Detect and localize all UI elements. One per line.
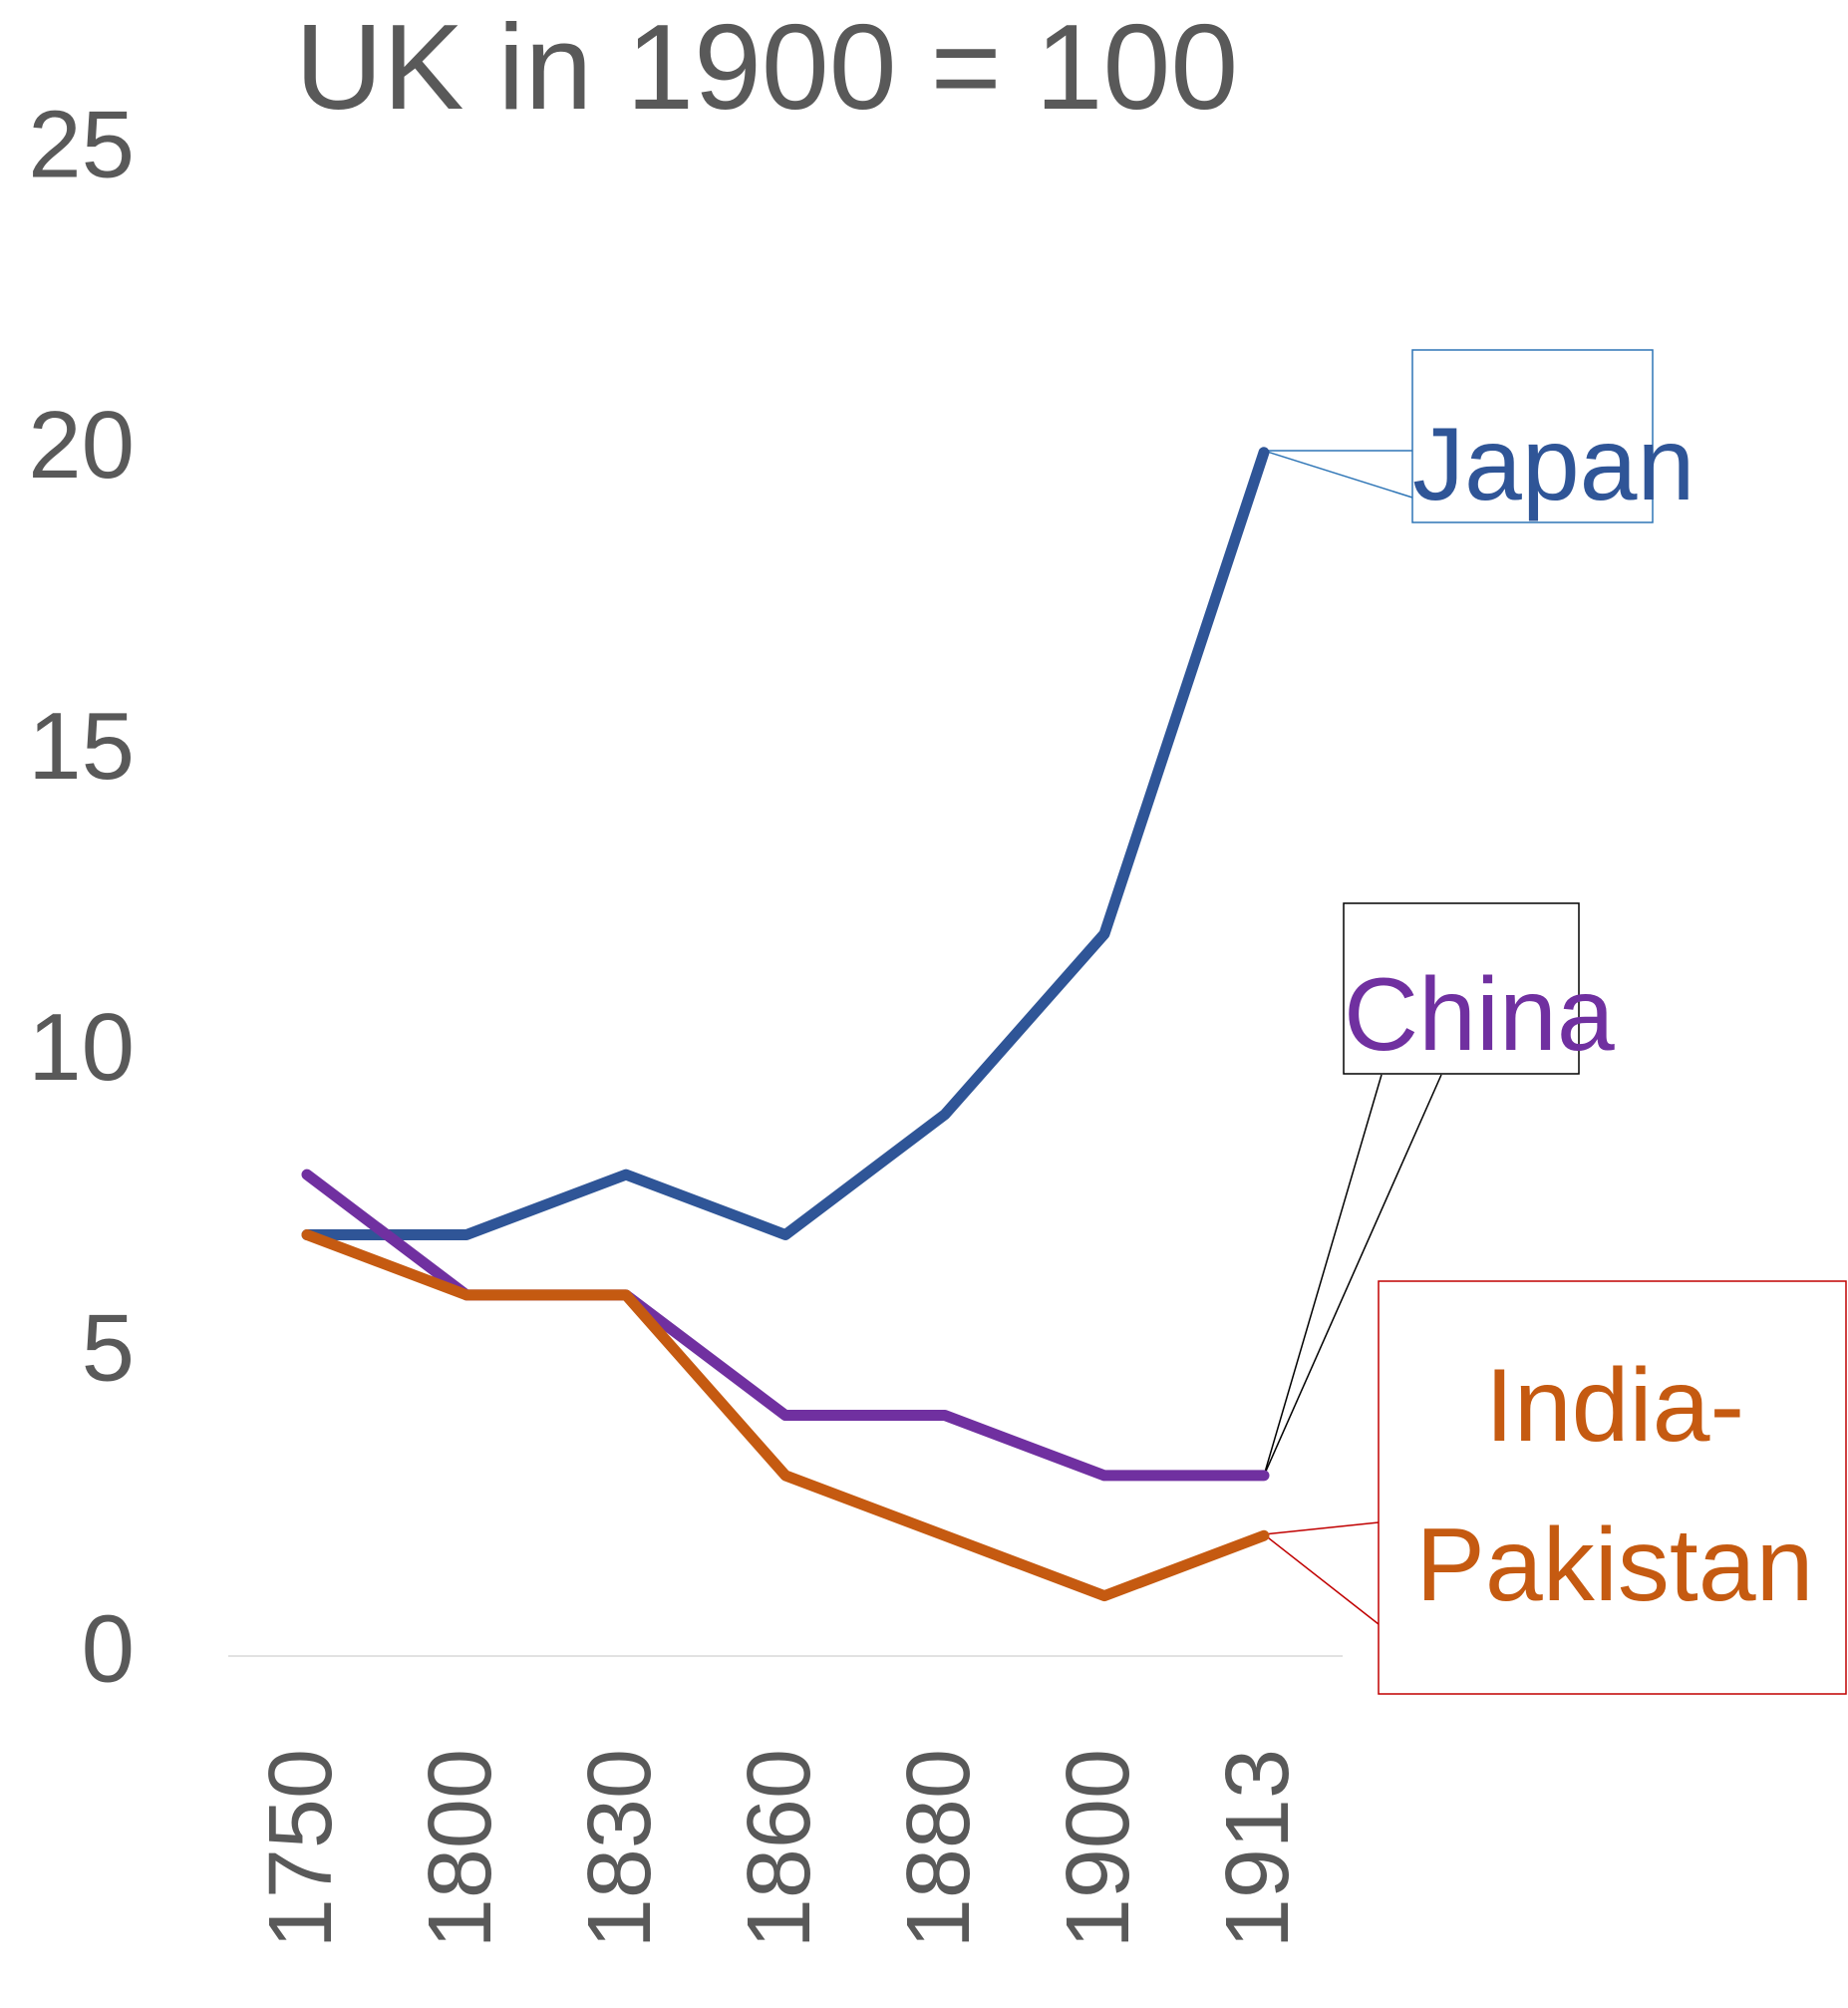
- india-label-box: [1378, 1280, 1847, 1695]
- y-tick-label: 10: [28, 994, 135, 1101]
- y-tick-label: 15: [28, 693, 135, 800]
- x-tick-label: 1830: [570, 1749, 670, 1948]
- y-tick-label: 0: [82, 1595, 135, 1702]
- x-tick-label: 1860: [730, 1749, 829, 1948]
- x-tick-label: 1750: [251, 1749, 351, 1948]
- japan-label-box: [1411, 349, 1654, 523]
- india-connector: [1263, 1533, 1380, 1625]
- series-line: [301, 1169, 1270, 1482]
- series-line: [301, 447, 1270, 1240]
- x-tick-label: 1913: [1208, 1749, 1308, 1948]
- china-connector: [1263, 1074, 1442, 1477]
- series-label: Japan: [1412, 407, 1695, 522]
- japan-connector: [1263, 450, 1413, 499]
- china-label-box: [1343, 902, 1580, 1075]
- series-label: China: [1344, 957, 1615, 1073]
- y-tick-label: 20: [28, 392, 135, 499]
- china-connector: [1263, 1074, 1383, 1477]
- x-tick-label: 1900: [1049, 1749, 1148, 1948]
- series-label: India-Pakistan: [1415, 1348, 1814, 1623]
- y-tick-label: 25: [28, 91, 135, 197]
- x-tick-label: 1880: [889, 1749, 989, 1948]
- india-connector: [1263, 1521, 1380, 1535]
- chart-title: UK in 1900 = 100: [295, 0, 1238, 135]
- series-line: [301, 1228, 1270, 1602]
- y-tick-label: 5: [82, 1295, 135, 1402]
- x-tick-label: 1800: [411, 1749, 510, 1948]
